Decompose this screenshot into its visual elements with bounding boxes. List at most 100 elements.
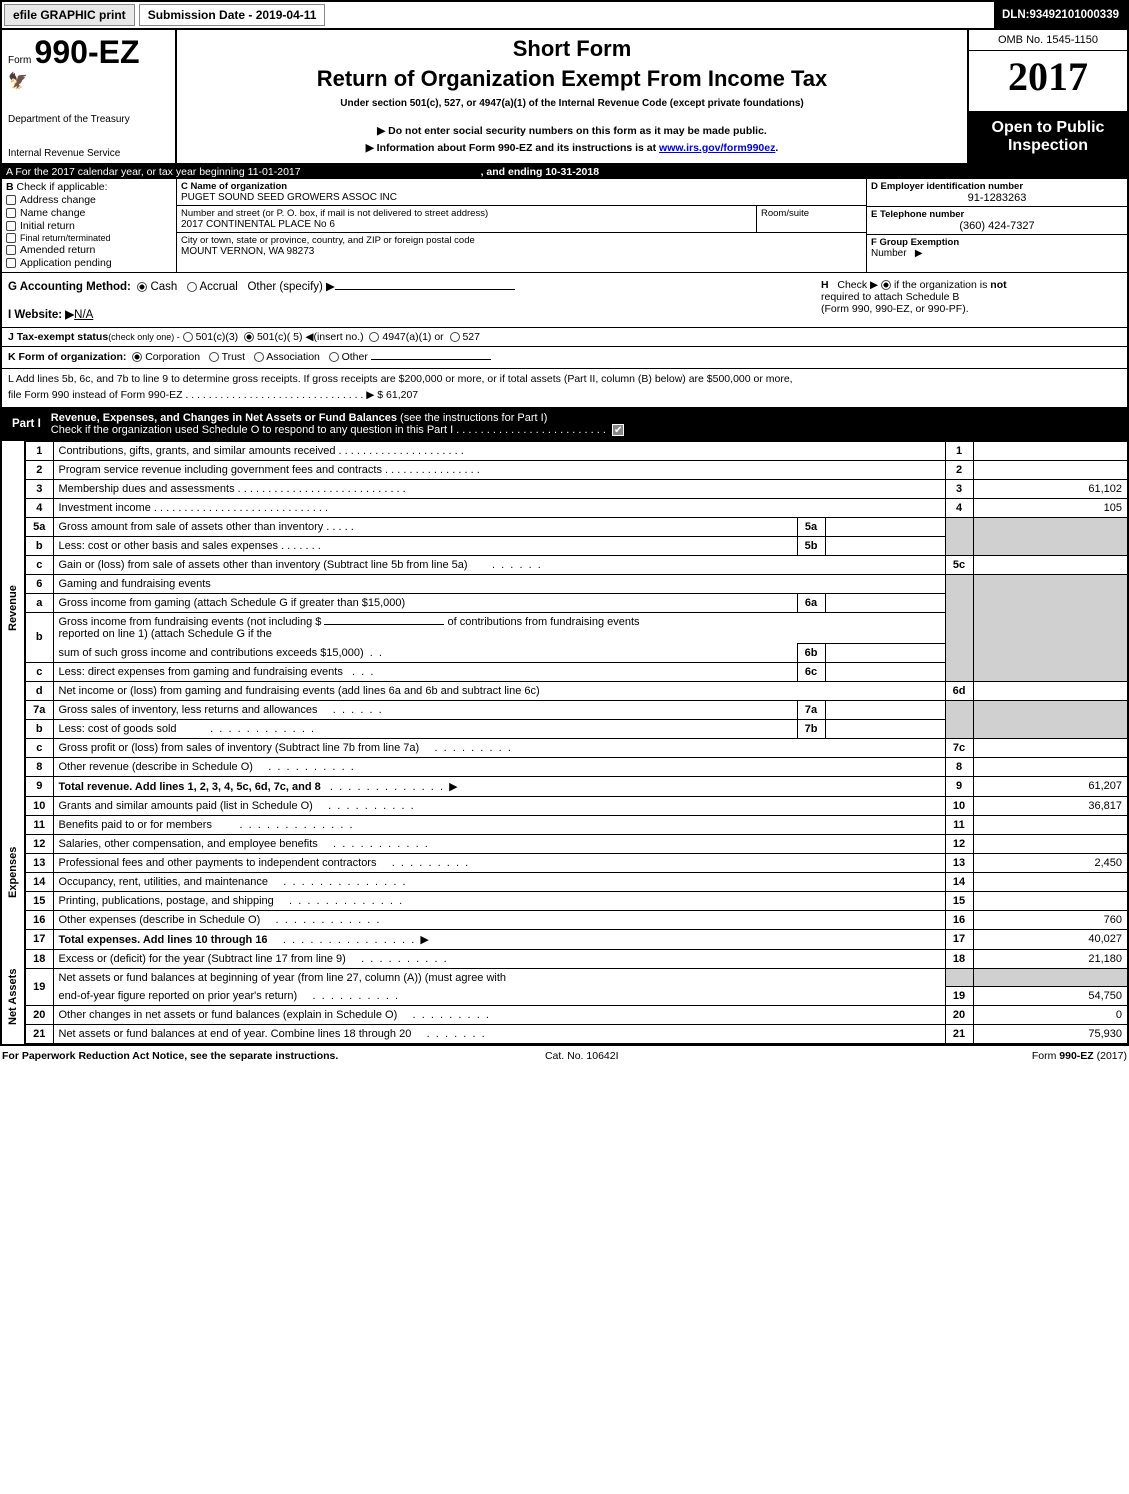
chk-final-return-label: Final return/terminated: [20, 233, 111, 243]
h-text3: required to attach Schedule B: [821, 291, 959, 303]
part1-title: Revenue, Expenses, and Changes in Net As…: [51, 412, 624, 436]
line19-desc2: end-of-year figure reported on prior yea…: [59, 990, 298, 1002]
line-15: 15Printing, publications, postage, and s…: [1, 891, 1128, 910]
shade-7ab-val: [973, 700, 1128, 738]
g-other-label: Other (specify) ▶: [247, 281, 334, 293]
line16-numcol: 16: [945, 910, 973, 929]
line-19-2: end-of-year figure reported on prior yea…: [1, 987, 1128, 1006]
form-title: Return of Organization Exempt From Incom…: [317, 66, 828, 92]
radio-cash[interactable]: [137, 282, 147, 292]
city-value: MOUNT VERNON, WA 98273: [181, 246, 862, 257]
k-label: K Form of organization:: [8, 351, 126, 363]
line19-desc1: Net assets or fund balances at beginning…: [53, 968, 945, 987]
line17-val: 40,027: [973, 929, 1128, 949]
line15-numcol: 15: [945, 891, 973, 910]
part1-schedule-o-checkbox[interactable]: [612, 424, 624, 436]
dept-irs: Internal Revenue Service: [8, 148, 169, 159]
line10-numcol: 10: [945, 796, 973, 815]
line5b-desc: Less: cost or other basis and sales expe…: [53, 536, 797, 555]
line2-num: 2: [25, 460, 53, 479]
line7c-val: [973, 738, 1128, 757]
line19-val: 54,750: [973, 987, 1128, 1006]
k-other-label: Other: [342, 351, 368, 363]
line-5c: cGain or (loss) from sale of assets othe…: [1, 555, 1128, 574]
radio-other-org[interactable]: [329, 352, 339, 362]
radio-accrual[interactable]: [187, 282, 197, 292]
col-c: C Name of organization PUGET SOUND SEED …: [177, 179, 867, 272]
f-label: F Group Exemption: [871, 237, 959, 248]
efile-print-button[interactable]: efile GRAPHIC print: [4, 4, 135, 26]
line-10: Expenses10Grants and similar amounts pai…: [1, 796, 1128, 815]
g-accounting: G Accounting Method: Cash Accrual Other …: [8, 279, 821, 321]
chk-application-pending-label: Application pending: [20, 257, 112, 269]
line9-arrow-icon: ▶: [449, 781, 457, 793]
f-arrow-icon: ▶: [915, 248, 923, 259]
chk-name-change[interactable]: Name change: [6, 207, 172, 219]
netassets-side-label: Net Assets: [1, 949, 25, 1044]
line-12: 12Salaries, other compensation, and empl…: [1, 834, 1128, 853]
h-checkbox[interactable]: [881, 280, 891, 290]
form-number: 990-EZ: [35, 34, 140, 70]
form990ez-link[interactable]: www.irs.gov/form990ez: [659, 142, 775, 154]
line20-val: 0: [973, 1006, 1128, 1025]
line10-val: 36,817: [973, 796, 1128, 815]
radio-501c3[interactable]: [183, 332, 193, 342]
line14-num: 14: [25, 872, 53, 891]
open-line2: Inspection: [973, 137, 1123, 155]
line15-num: 15: [25, 891, 53, 910]
line-17: 17Total expenses. Add lines 10 through 1…: [1, 929, 1128, 949]
radio-corporation[interactable]: [132, 352, 142, 362]
under-section: Under section 501(c), 527, or 4947(a)(1)…: [340, 98, 803, 109]
part1-title-bold: Revenue, Expenses, and Changes in Net As…: [51, 412, 397, 424]
line6b-desc1b: of contributions from fundraising events: [448, 616, 640, 628]
line11-numcol: 11: [945, 815, 973, 834]
radio-4947[interactable]: [369, 332, 379, 342]
line5a-subval: [825, 517, 945, 536]
radio-association[interactable]: [254, 352, 264, 362]
line7c-num: c: [25, 738, 53, 757]
k-other-input[interactable]: [371, 359, 491, 360]
chk-address-change[interactable]: Address change: [6, 194, 172, 206]
chk-application-pending[interactable]: Application pending: [6, 257, 172, 269]
line6d-numcol: 6d: [945, 681, 973, 700]
phone-value: (360) 424-7327: [871, 220, 1123, 232]
line18-desc: Excess or (deficit) for the year (Subtra…: [59, 953, 346, 965]
radio-527[interactable]: [450, 332, 460, 342]
line6a-subln: 6a: [797, 593, 825, 612]
h-text2: if the organization is: [894, 279, 987, 291]
line6b-amount-input[interactable]: [324, 624, 444, 625]
row-g-h: G Accounting Method: Cash Accrual Other …: [2, 273, 1127, 328]
line5c-desc: Gain or (loss) from sale of assets other…: [59, 559, 468, 571]
chk-final-return[interactable]: Final return/terminated: [6, 233, 172, 243]
radio-cash-label: Cash: [150, 281, 177, 293]
line-1: Revenue 1Contributions, gifts, grants, a…: [1, 441, 1128, 460]
h-not: not: [990, 279, 1006, 291]
line3-numcol: 3: [945, 479, 973, 498]
chk-amended-return[interactable]: Amended return: [6, 244, 172, 256]
line6b-desc3: sum of such gross income and contributio…: [59, 647, 364, 659]
line5b-subval: [825, 536, 945, 555]
line21-num: 21: [25, 1025, 53, 1045]
line13-num: 13: [25, 853, 53, 872]
line1-val: [973, 441, 1128, 460]
line-8: 8Other revenue (describe in Schedule O) …: [1, 757, 1128, 776]
footer-form-post: (2017): [1094, 1050, 1127, 1062]
radio-trust[interactable]: [209, 352, 219, 362]
chk-initial-return[interactable]: Initial return: [6, 220, 172, 232]
g-other-input[interactable]: [335, 289, 515, 290]
line20-numcol: 20: [945, 1006, 973, 1025]
e-label: E Telephone number: [871, 209, 1123, 220]
line4-num: 4: [25, 498, 53, 517]
line12-desc: Salaries, other compensation, and employ…: [59, 838, 318, 850]
line10-num: 10: [25, 796, 53, 815]
line6-desc: Gaming and fundraising events: [53, 574, 945, 593]
line7c-desc: Gross profit or (loss) from sales of inv…: [59, 742, 420, 754]
line5a-num: 5a: [25, 517, 53, 536]
col-def: D Employer identification number 91-1283…: [867, 179, 1127, 272]
j-label: J Tax-exempt status: [8, 331, 108, 343]
line4-numcol: 4: [945, 498, 973, 517]
footer-form-pre: Form: [1032, 1050, 1059, 1062]
radio-501c[interactable]: [244, 332, 254, 342]
line-4: 4Investment income . . . . . . . . . . .…: [1, 498, 1128, 517]
line3-num: 3: [25, 479, 53, 498]
